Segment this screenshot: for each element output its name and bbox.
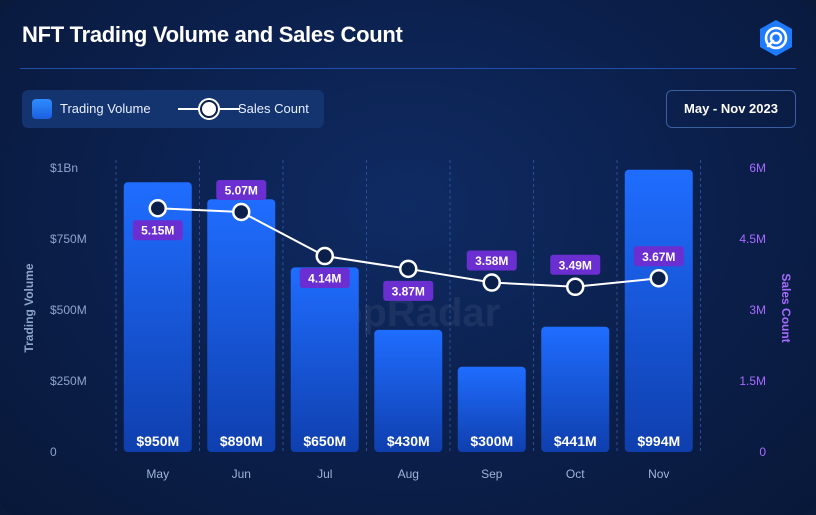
bar-label: $994M [637,433,680,449]
y-right-tick-label: 6M [749,161,766,175]
legend-label-sales-count: Sales Count [238,101,309,116]
x-tick-label: Aug [398,467,419,481]
point-label-bg [550,254,601,275]
chart-title: NFT Trading Volume and Sales Count [22,22,403,47]
bar-nov [624,169,693,453]
line-point [482,273,501,292]
line-point [148,198,167,218]
y-left-tick-label: 0 [50,445,57,459]
bar-label: $650M [303,433,346,449]
bar-label: $300M [470,433,513,449]
point-label: 5.15M [141,224,174,238]
x-tick-label: Jul [317,467,332,481]
y-left-tick-label: $750M [50,232,87,246]
legend-marker-dot [200,100,218,118]
point-label: 3.67M [642,250,675,264]
line-point [649,269,668,288]
x-tick-label: Jun [232,467,251,481]
bar-sep [457,366,526,452]
line-point [566,277,585,297]
date-range-button[interactable]: May - Nov 2023 [666,90,796,128]
point-label: 3.58M [475,254,508,268]
bar-oct [541,326,610,452]
y-left-tick-label: $500M [50,303,87,317]
chart-legend: Trading Volume Sales Count [22,90,324,128]
point-label: 5.07M [225,184,258,198]
y-right-axis-title: Sales Count [779,273,793,342]
bar-label: $430M [387,433,430,449]
y-left-tick-label: $250M [50,374,87,388]
bar-label: $441M [554,433,597,449]
point-label: 3.87M [392,284,425,298]
header-divider [20,68,796,69]
point-label-bg [132,220,183,241]
y-right-tick-label: 4.5M [739,232,766,246]
point-label-bg [216,180,267,201]
point-label-bg [299,268,350,289]
y-right-tick-label: 3M [749,303,766,317]
line-point [399,259,418,279]
point-label-bg [466,250,517,271]
legend-label-trading-volume: Trading Volume [60,101,151,116]
bar-aug [374,329,443,452]
point-label-bg [383,280,434,301]
point-label: 3.49M [559,258,592,272]
legend-swatch-bar [32,99,52,119]
bar-label: $890M [220,433,263,449]
y-left-axis-title: Trading Volume [22,263,36,352]
bar-jul [290,267,359,452]
x-tick-label: May [146,467,169,481]
x-tick-label: Oct [566,467,585,481]
point-label-bg [633,246,684,267]
bar-may [123,182,192,452]
x-tick-label: Nov [648,467,669,481]
line-point [315,246,334,266]
line-point [232,202,251,222]
y-right-tick-label: 1.5M [739,374,766,388]
y-left-tick-label: $1Bn [50,161,78,175]
appradar-logo-icon [756,18,796,58]
y-right-tick-label: 0 [759,445,766,459]
bar-label: $950M [136,433,179,449]
point-label: 4.14M [308,272,341,286]
x-tick-label: Sep [481,467,503,481]
bar-jun [207,199,276,452]
